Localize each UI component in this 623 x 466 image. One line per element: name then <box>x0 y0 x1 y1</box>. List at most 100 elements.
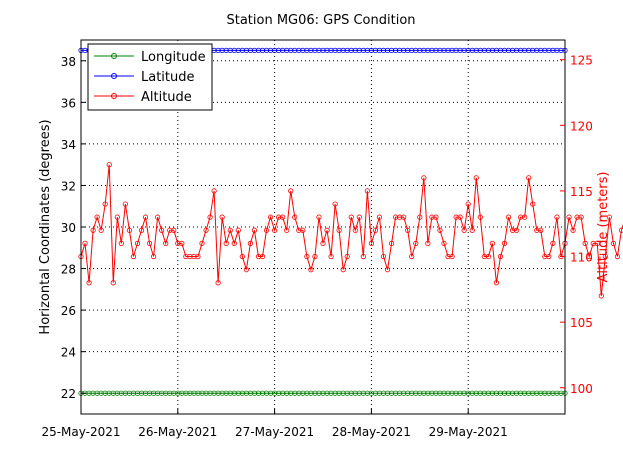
data-point-altitude <box>247 240 253 246</box>
data-point-altitude <box>421 175 427 181</box>
left-tick-label: 30 <box>61 221 76 235</box>
data-point-altitude <box>368 240 374 246</box>
data-point-altitude <box>372 227 379 233</box>
left-tick-label: 22 <box>61 387 76 401</box>
data-point-altitude <box>231 240 237 246</box>
data-point-altitude <box>227 227 233 233</box>
data-point-altitude <box>526 175 532 181</box>
left-tick-label: 38 <box>61 55 76 69</box>
left-tick-label: 34 <box>61 138 76 152</box>
data-point-altitude <box>356 214 362 220</box>
data-point-altitude <box>417 214 423 220</box>
data-point-altitude <box>203 227 209 233</box>
data-point-altitude <box>267 214 274 220</box>
data-point-altitude <box>328 253 334 260</box>
data-point-altitude <box>618 227 623 233</box>
x-axis-ticks: 25-May-2021 26-May-2021 27-May-2021 28-May-… <box>41 409 508 439</box>
data-point-altitude <box>98 227 104 233</box>
data-point-altitude <box>130 253 137 260</box>
data-point-altitude <box>292 214 298 220</box>
right-tick-label: 100 <box>570 382 593 396</box>
series-altitude <box>78 162 623 299</box>
data-point-altitude <box>142 214 149 220</box>
data-point-altitude <box>211 188 217 194</box>
data-point-altitude <box>151 253 157 260</box>
data-point-altitude <box>110 280 116 286</box>
data-point-altitude <box>505 214 512 220</box>
left-axis-label: Horizontal Coordinates (degrees) <box>38 119 53 334</box>
x-tick-label: 29-May-2021 <box>429 425 508 439</box>
right-axis-label: Altitude (meters) <box>596 172 611 283</box>
data-point-altitude <box>473 175 479 181</box>
data-point-altitude <box>469 227 475 233</box>
data-point-altitude <box>554 214 560 220</box>
data-point-altitude <box>271 227 278 233</box>
data-point-altitude <box>388 240 395 246</box>
data-point-altitude <box>304 253 310 260</box>
x-tick-label: 27-May-2021 <box>235 425 314 439</box>
data-point-altitude <box>513 227 520 233</box>
data-point-altitude <box>251 227 258 233</box>
data-point-altitude <box>598 293 604 299</box>
data-point-altitude <box>122 201 128 207</box>
data-point-altitude <box>441 240 447 246</box>
data-point-altitude <box>324 227 330 233</box>
data-point-altitude <box>566 214 572 220</box>
data-point-altitude <box>336 227 342 233</box>
data-point-altitude <box>578 214 584 220</box>
data-point-altitude <box>332 201 338 207</box>
data-point-altitude <box>522 214 528 220</box>
left-axis-ticks: 22 24 26 28 30 32 34 36 38 <box>61 55 86 401</box>
data-point-altitude <box>602 253 608 260</box>
left-tick-label: 26 <box>61 304 76 318</box>
data-point-altitude <box>409 253 415 260</box>
data-point-altitude <box>614 253 621 260</box>
legend-entry: Latitude <box>141 70 195 85</box>
data-point-altitude <box>114 214 120 220</box>
data-point-altitude <box>106 162 112 168</box>
data-point-altitude <box>352 227 358 233</box>
data-point-altitude <box>316 214 322 220</box>
data-point-altitude <box>380 253 387 260</box>
data-point-altitude <box>493 280 500 286</box>
legend-box <box>87 43 213 111</box>
data-point-altitude <box>501 240 508 246</box>
data-point-altitude <box>134 240 141 246</box>
data-point-altitude <box>570 227 576 233</box>
data-point-altitude <box>384 267 391 273</box>
data-point-altitude <box>477 214 483 220</box>
data-point-altitude <box>348 214 354 220</box>
chart-title: Station MG06: GPS Condition <box>226 13 415 28</box>
data-point-altitude <box>239 253 245 260</box>
legend-marker <box>111 73 117 79</box>
data-point-altitude <box>376 214 383 220</box>
data-point-altitude <box>449 253 455 260</box>
right-axis-ticks: 100 105 110 115 120 125 <box>560 54 593 396</box>
data-point-altitude <box>610 240 617 246</box>
data-point-altitude <box>86 280 92 286</box>
data-point-altitude <box>360 253 366 260</box>
data-point-altitude <box>582 240 588 246</box>
data-point-altitude <box>280 214 286 220</box>
data-point-altitude <box>259 253 266 260</box>
right-tick-label: 110 <box>570 251 593 265</box>
data-point-altitude <box>118 240 124 246</box>
legend-marker <box>111 93 117 99</box>
data-point-altitude <box>530 201 536 207</box>
data-point-altitude <box>263 227 270 233</box>
data-point-altitude <box>159 227 165 233</box>
data-point-altitude <box>90 227 96 233</box>
data-point-altitude <box>284 227 290 233</box>
data-point-altitude <box>195 253 201 260</box>
x-tick-label: 28-May-2021 <box>332 425 411 439</box>
data-point-altitude <box>288 188 294 194</box>
data-point-altitude <box>312 253 318 260</box>
data-point-altitude <box>461 227 467 233</box>
data-point-altitude <box>364 188 370 194</box>
data-point-altitude <box>155 214 161 220</box>
data-point-altitude <box>146 240 153 246</box>
data-point-altitude <box>207 214 213 220</box>
left-tick-label: 32 <box>61 179 76 193</box>
data-point-altitude <box>320 240 326 246</box>
data-point-altitude <box>126 227 132 233</box>
